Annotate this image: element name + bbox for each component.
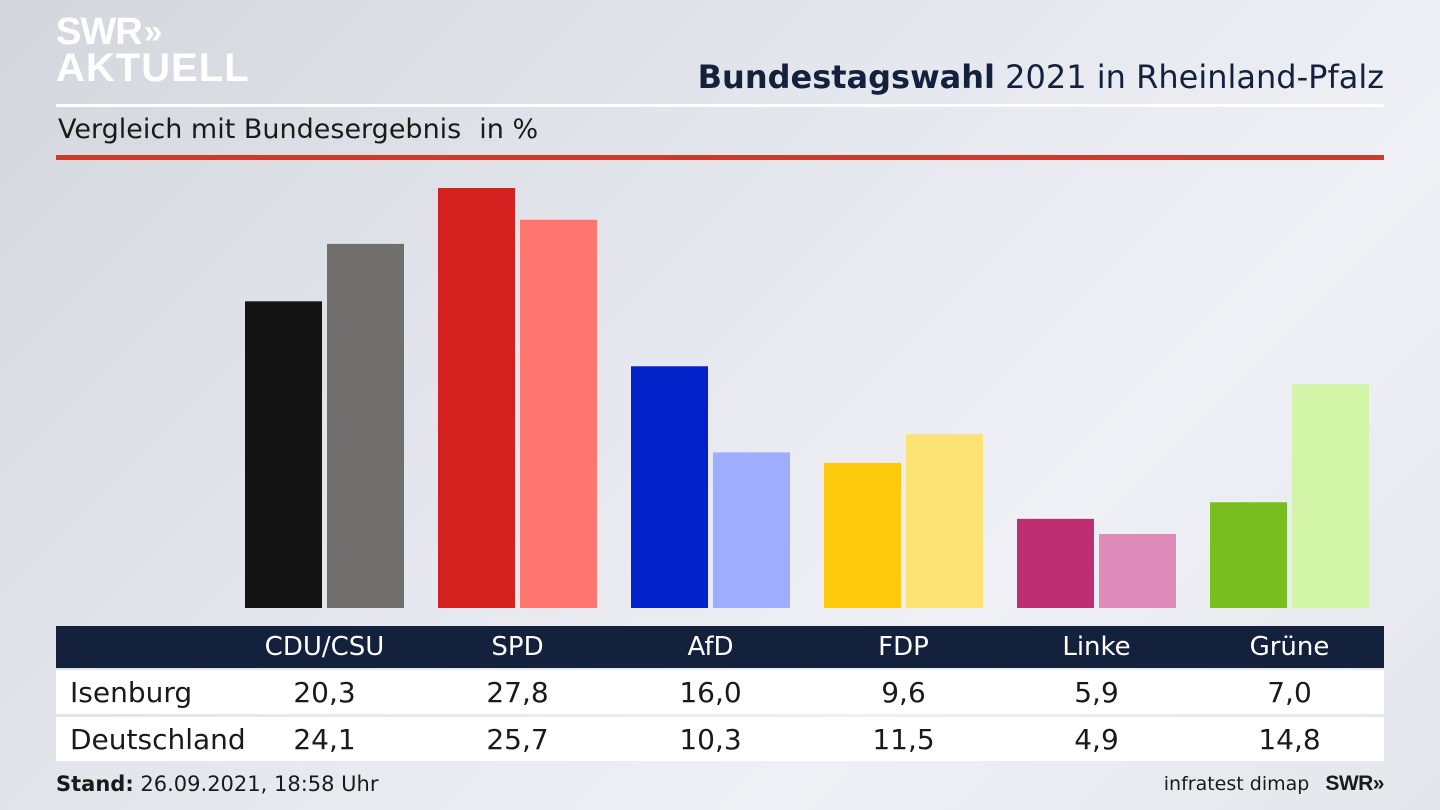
bar-fdp-deutschland [906,434,983,608]
title-bold: Bundestagswahl [697,58,995,96]
logo-aktuell-text: AKTUELL [56,46,250,90]
value-label-fdp-isenburg: 9,6 [881,675,926,709]
bar-cdu-csu-isenburg [245,301,322,608]
value-label-linke-deutschland: 4,9 [1074,722,1119,756]
swr-brand-logo: SWR» [1325,772,1384,795]
bar-spd-isenburg [438,188,515,608]
value-label-cdu-csu-isenburg: 20,3 [293,675,356,709]
tick-label-afd: AfD [687,632,734,662]
bar-fdp-isenburg [824,462,901,608]
value-label-fdp-deutschland: 11,5 [872,722,935,756]
accent-divider [56,155,1384,160]
value-label-cdu-csu-deutschland: 24,1 [293,722,356,756]
results-table: CDU/CSU SPD AfD FDP Linke Grüne Isenburg 20,3… [56,626,1384,761]
subtitle-text: Vergleich mit Bundesergebnis [58,114,462,145]
tick-label-linke: Linke [1062,632,1131,662]
chart-subtitle: Vergleich mit Bundesergebnis in % [58,114,538,145]
table-header-row: CDU/CSU SPD AfD FDP Linke Grüne [56,626,1384,668]
bar-cdu-csu-deutschland [327,243,404,608]
value-label-gr-ne-isenburg: 7,0 [1267,675,1312,709]
bar-afd-isenburg [631,366,708,608]
value-label-spd-isenburg: 27,8 [486,675,549,709]
row-label-deutschland: Deutschland [70,722,246,756]
bar-afd-deutschland [713,452,790,608]
table-row-isenburg: Isenburg 20,3 27,8 16,0 9,6 5,9 7,0 [56,670,1384,714]
tick-label-spd: SPD [491,632,544,662]
row-label-isenburg: Isenburg [70,675,193,709]
bar-spd-deutschland [520,219,597,608]
stand-label: Stand: [56,772,134,796]
value-label-linke-isenburg: 5,9 [1074,675,1119,709]
value-label-afd-isenburg: 16,0 [679,675,742,709]
bar-gr-ne-isenburg [1210,502,1287,608]
source-credit: infratest dimap SWR» [1163,772,1385,796]
bar-linke-deutschland [1099,533,1176,608]
value-label-gr-ne-deutschland: 14,8 [1258,722,1321,756]
swr-aktuell-logo: SWR» AKTUELL [56,11,250,90]
page-title: Bundestagswahl 2021 in Rheinland-Pfalz [698,58,1384,96]
stand-value: 26.09.2021, 18:58 Uhr [133,772,379,796]
logo-swr-text: SWR [56,11,143,53]
tick-label-gr-ne: Grüne [1249,632,1330,662]
title-rest: 2021 in Rheinland-Pfalz [995,58,1384,96]
tick-label-cdu-csu: CDU/CSU [264,632,385,662]
header-divider [56,104,1384,107]
value-label-afd-deutschland: 10,3 [679,722,742,756]
timestamp: Stand: 26.09.2021, 18:58 Uhr [56,772,379,796]
bar-gr-ne-deutschland [1292,384,1369,608]
unit-label: in % [479,114,539,145]
table-row-deutschland: Deutschland 24,1 25,7 10,3 11,5 4,9 14,8 [56,717,1384,761]
source-text: infratest dimap [1163,773,1310,795]
value-label-spd-deutschland: 25,7 [486,722,549,756]
tick-label-fdp: FDP [878,632,929,662]
bar-linke-isenburg [1017,518,1094,608]
